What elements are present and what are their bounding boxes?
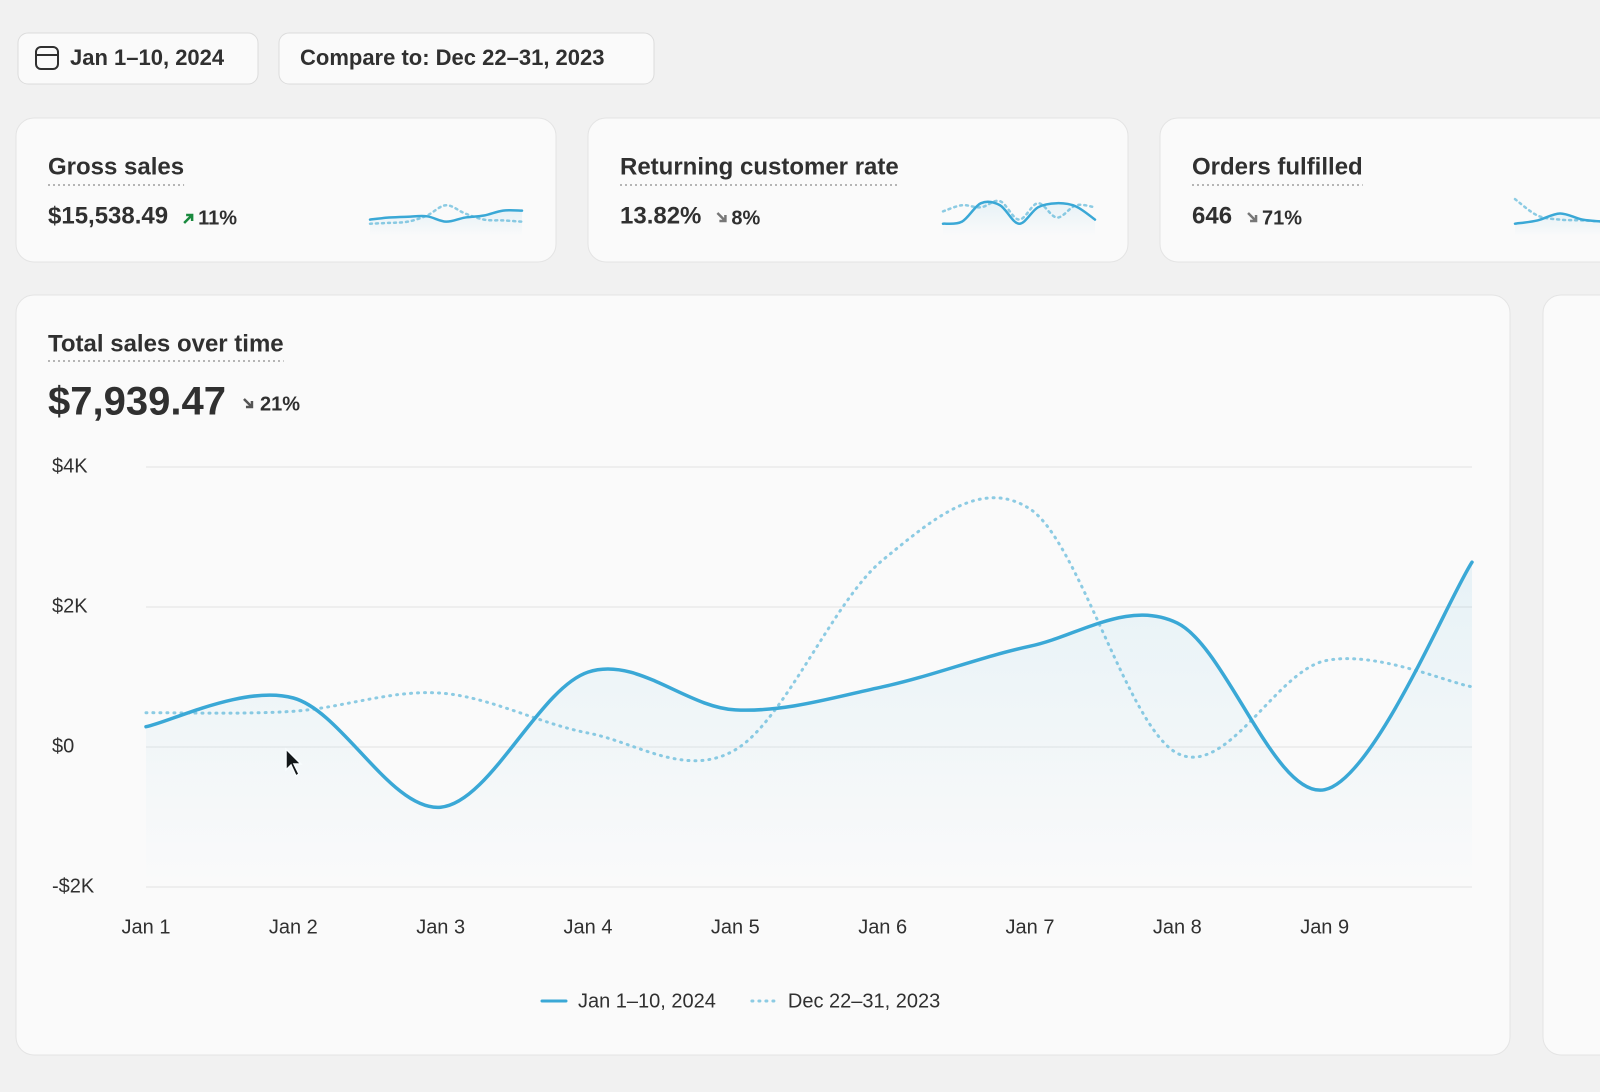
y-tick-label: -$2K: [52, 875, 95, 897]
card-value: $15,538.49: [48, 202, 168, 229]
x-tick-label: Jan 1: [122, 916, 171, 938]
date-range: Jan 1–10, 2024: [70, 45, 225, 70]
trend-icon: [183, 213, 194, 224]
sparkline: [1513, 212, 1600, 225]
x-tick-label: Jan 6: [858, 916, 907, 938]
x-tick-label: Jan 9: [1300, 916, 1349, 938]
x-tick-label: Jan 7: [1006, 916, 1055, 938]
series-line: [144, 560, 1474, 809]
date-button[interactable]: [17, 32, 259, 85]
y-tick-label: $2K: [52, 595, 88, 617]
trend-icon: [716, 212, 727, 223]
chart-change: 21%: [260, 393, 300, 415]
trend-icon: [1247, 212, 1258, 223]
card-value: 13.82%: [620, 202, 701, 229]
card-title: Orders fulfilled: [1192, 153, 1363, 180]
trend-icon: [243, 398, 254, 409]
metric-card[interactable]: [1159, 117, 1600, 263]
card-value: 646: [1192, 202, 1232, 229]
legend-label: Jan 1–10, 2024: [578, 990, 716, 1012]
sparkline-area: [943, 201, 1095, 236]
calendar-icon: [35, 46, 59, 70]
sparkline: [368, 208, 524, 223]
metric-card[interactable]: [15, 117, 557, 263]
x-tick-label: Jan 5: [711, 916, 760, 938]
series-area: [146, 562, 1472, 887]
y-tick-label: $4K: [52, 455, 88, 477]
compare-range: Compare to: Dec 22–31, 2023: [300, 45, 605, 70]
x-tick-label: Jan 3: [416, 916, 465, 938]
compare-button[interactable]: [278, 32, 655, 85]
chart-title: Total sales over time: [48, 330, 284, 357]
sparkline: [941, 200, 1097, 226]
x-tick-label: Jan 2: [269, 916, 318, 938]
chart-card: [15, 294, 1511, 1056]
side-card: [1542, 294, 1600, 1056]
card-title: Gross sales: [48, 153, 184, 180]
chart-total: $7,939.47: [48, 380, 226, 424]
card-change: 11%: [198, 207, 237, 229]
y-tick-label: $0: [52, 735, 74, 757]
card-change: 8%: [731, 207, 760, 229]
card-change: 71%: [1262, 207, 1302, 229]
x-tick-label: Jan 4: [564, 916, 613, 938]
card-title: Returning customer rate: [620, 153, 899, 180]
metric-card[interactable]: [587, 117, 1129, 263]
x-tick-label: Jan 8: [1153, 916, 1202, 938]
legend-label: Dec 22–31, 2023: [788, 990, 940, 1012]
